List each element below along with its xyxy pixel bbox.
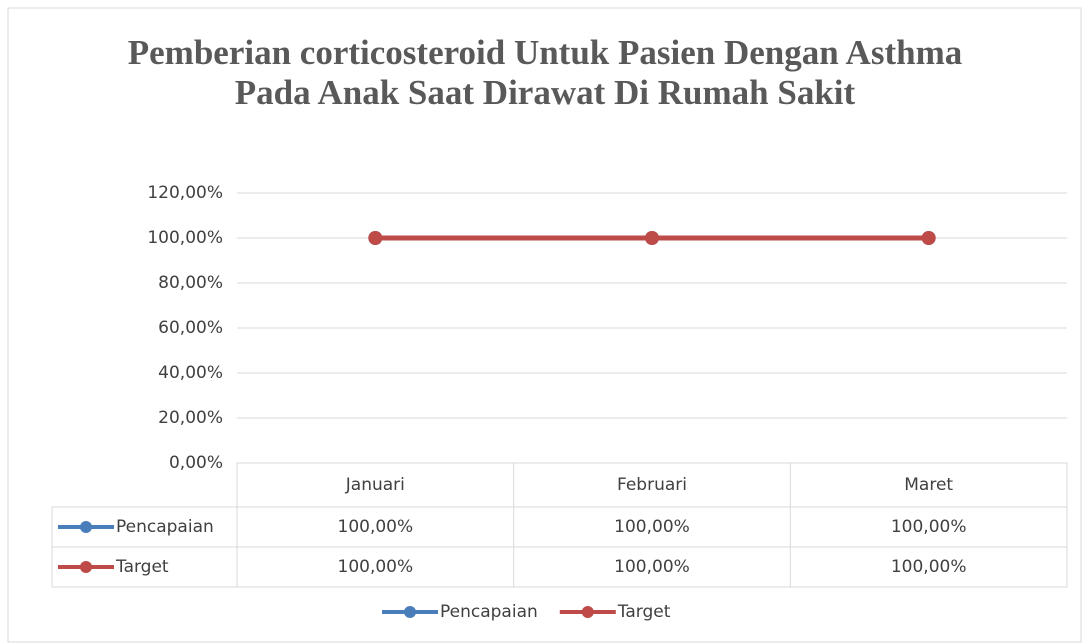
y-tick-label: 60,00%	[158, 318, 223, 338]
series-marker	[645, 231, 659, 245]
series-marker	[921, 231, 936, 245]
x-tick-label: Februari	[617, 475, 687, 495]
chart-border	[7, 7, 1082, 643]
table-value: 100,00%	[614, 517, 690, 537]
legend-label: Target	[617, 602, 671, 622]
table-value: 100,00%	[338, 557, 414, 577]
legend-key-marker	[581, 606, 594, 618]
table-value: 100,00%	[614, 557, 690, 577]
legend-key-marker	[404, 606, 416, 618]
y-tick-label: 120,00%	[147, 183, 223, 203]
y-tick-label: 20,00%	[158, 408, 223, 428]
table-value: 100,00%	[891, 557, 967, 577]
y-tick-label: 40,00%	[158, 363, 223, 383]
table-value: 100,00%	[338, 517, 414, 537]
x-tick-label: Maret	[904, 475, 953, 495]
x-tick-label: Januari	[345, 475, 405, 495]
legend-key-marker	[80, 561, 92, 573]
y-tick-label: 100,00%	[147, 228, 223, 248]
y-tick-label: 80,00%	[158, 273, 223, 293]
legend-key-marker	[80, 521, 92, 533]
series-marker	[368, 231, 383, 245]
table-series-name: Target	[115, 557, 169, 577]
y-tick-label: 0,00%	[169, 453, 223, 473]
table-series-name: Pencapaian	[116, 517, 214, 537]
legend-label: Pencapaian	[440, 602, 538, 622]
chart-title: Pemberian corticosteroid Untuk Pasien De…	[128, 33, 962, 112]
table-value: 100,00%	[891, 517, 967, 537]
